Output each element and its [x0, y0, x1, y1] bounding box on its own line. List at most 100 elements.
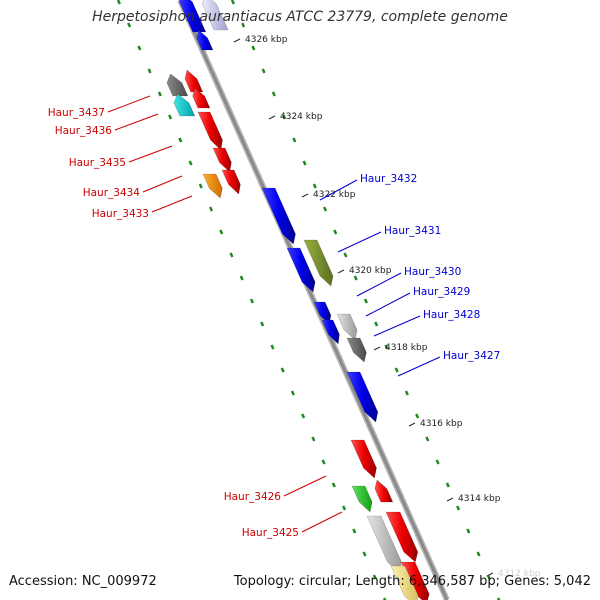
- gene-arrow[interactable]: [197, 111, 223, 151]
- gene-label-right[interactable]: Haur_3430: [404, 266, 461, 278]
- gene-arrow[interactable]: [346, 337, 367, 363]
- gene-arrow[interactable]: [173, 93, 196, 117]
- gc-dot: [127, 22, 132, 28]
- kbp-tick-label: 4314 kbp: [458, 494, 501, 504]
- accession-text: Accession: NC_009972: [9, 574, 157, 589]
- gc-dot: [241, 22, 246, 28]
- gene-arrow[interactable]: [321, 319, 340, 345]
- gene-arrow[interactable]: [221, 169, 241, 195]
- gc-dot: [249, 298, 254, 304]
- kbp-tick-mark: [233, 38, 241, 43]
- gc-dot: [331, 482, 336, 488]
- gene-label-right[interactable]: Haur_3427: [443, 350, 500, 362]
- kbp-tick-label: 4316 kbp: [420, 419, 463, 429]
- label-leader-line: [128, 145, 173, 163]
- gc-dot: [353, 275, 358, 281]
- gc-dot: [312, 183, 317, 189]
- gc-dot: [476, 551, 481, 557]
- label-leader-line: [365, 292, 411, 317]
- gc-dot: [382, 597, 387, 600]
- gc-dot: [342, 505, 347, 511]
- gc-dot: [384, 344, 389, 350]
- gene-arrow[interactable]: [385, 511, 419, 563]
- label-leader-line: [397, 356, 441, 377]
- gc-content-track-right: [230, 0, 501, 600]
- kbp-tick-mark: [408, 422, 416, 427]
- gc-dot: [229, 252, 234, 258]
- label-leader-line: [151, 195, 193, 213]
- kbp-tick-label: 4322 kbp: [313, 190, 356, 200]
- gc-dot: [168, 114, 173, 120]
- gene-label-left[interactable]: Haur_3425: [242, 527, 299, 539]
- gc-dot: [343, 252, 348, 258]
- gene-label-left[interactable]: Haur_3437: [48, 107, 105, 119]
- gene-arrow[interactable]: [303, 239, 334, 287]
- gc-dot: [363, 298, 368, 304]
- gc-dot: [270, 344, 275, 350]
- gc-dot: [445, 482, 450, 488]
- gene-arrow[interactable]: [166, 73, 189, 97]
- gene-arrow[interactable]: [261, 187, 296, 245]
- gene-label-left[interactable]: Haur_3433: [92, 208, 149, 220]
- gene-label-left[interactable]: Haur_3434: [83, 187, 141, 199]
- kbp-tick-mark: [486, 572, 494, 577]
- kbp-tick-mark: [337, 269, 345, 274]
- gene-label-right[interactable]: Haur_3429: [413, 286, 470, 298]
- gene-arrow[interactable]: [346, 371, 379, 423]
- gene-arrow[interactable]: [202, 173, 223, 199]
- gene-arrow[interactable]: [196, 29, 214, 51]
- gc-dot: [137, 45, 142, 51]
- gene-arrow[interactable]: [390, 565, 419, 600]
- gene-label-right[interactable]: Haur_3431: [384, 225, 441, 237]
- gc-dot: [290, 390, 295, 396]
- gc-dot: [280, 367, 285, 373]
- gene-arrow[interactable]: [184, 69, 204, 93]
- gc-dot: [198, 183, 203, 189]
- gene-label-left[interactable]: Haur_3436: [55, 125, 113, 137]
- gc-dot: [362, 551, 367, 557]
- gene-label-left[interactable]: Haur_3426: [224, 491, 282, 503]
- gc-dot: [425, 436, 430, 442]
- gc-dot: [496, 597, 501, 600]
- gene-arrow[interactable]: [351, 485, 373, 513]
- gene-arrow[interactable]: [192, 87, 211, 109]
- kbp-tick-label: 4324 kbp: [280, 112, 323, 122]
- gene-arrow[interactable]: [336, 313, 358, 341]
- gc-dot: [188, 160, 193, 166]
- gc-dot: [292, 137, 297, 143]
- gene-arrow[interactable]: [350, 439, 377, 479]
- gc-dot: [415, 413, 420, 419]
- gc-dot: [394, 367, 399, 373]
- gene-arrow[interactable]: [212, 147, 232, 173]
- gene-label-left[interactable]: Haur_3435: [69, 157, 126, 169]
- gc-dot: [219, 229, 224, 235]
- gene-arrow[interactable]: [374, 479, 394, 503]
- genome-title: Herpetosiphon aurantiacus ATCC 23779, co…: [92, 9, 508, 25]
- gc-dot: [404, 390, 409, 396]
- gc-dot: [301, 413, 306, 419]
- gene-arrow[interactable]: [313, 301, 332, 325]
- genome-backbone: [177, 0, 450, 600]
- gc-dot: [251, 45, 256, 51]
- gene-arrow[interactable]: [286, 247, 316, 293]
- gc-dot: [178, 137, 183, 143]
- gc-dot: [333, 229, 338, 235]
- label-leader-line: [319, 179, 358, 201]
- label-leader-line: [107, 95, 151, 113]
- label-leader-line: [337, 231, 382, 253]
- gc-dot: [230, 0, 235, 5]
- kbp-tick-label: 4318 kbp: [385, 343, 428, 353]
- gc-dot: [116, 0, 121, 5]
- gc-dot: [261, 68, 266, 74]
- gene-label-right[interactable]: Haur_3428: [423, 309, 480, 321]
- gene-arrow[interactable]: [202, 0, 229, 31]
- kbp-tick-mark: [446, 497, 454, 502]
- gene-labels: Haur_3437 Haur_3436 Haur_3435 Haur_3434 Haur…: [48, 107, 501, 539]
- label-leader-line: [114, 113, 159, 131]
- gc-dot: [311, 436, 316, 442]
- gene-label-right[interactable]: Haur_3432: [360, 173, 417, 185]
- topology-text: Topology: circular; Length: 6,346,587 bp…: [233, 574, 591, 589]
- label-leader-line: [142, 175, 183, 193]
